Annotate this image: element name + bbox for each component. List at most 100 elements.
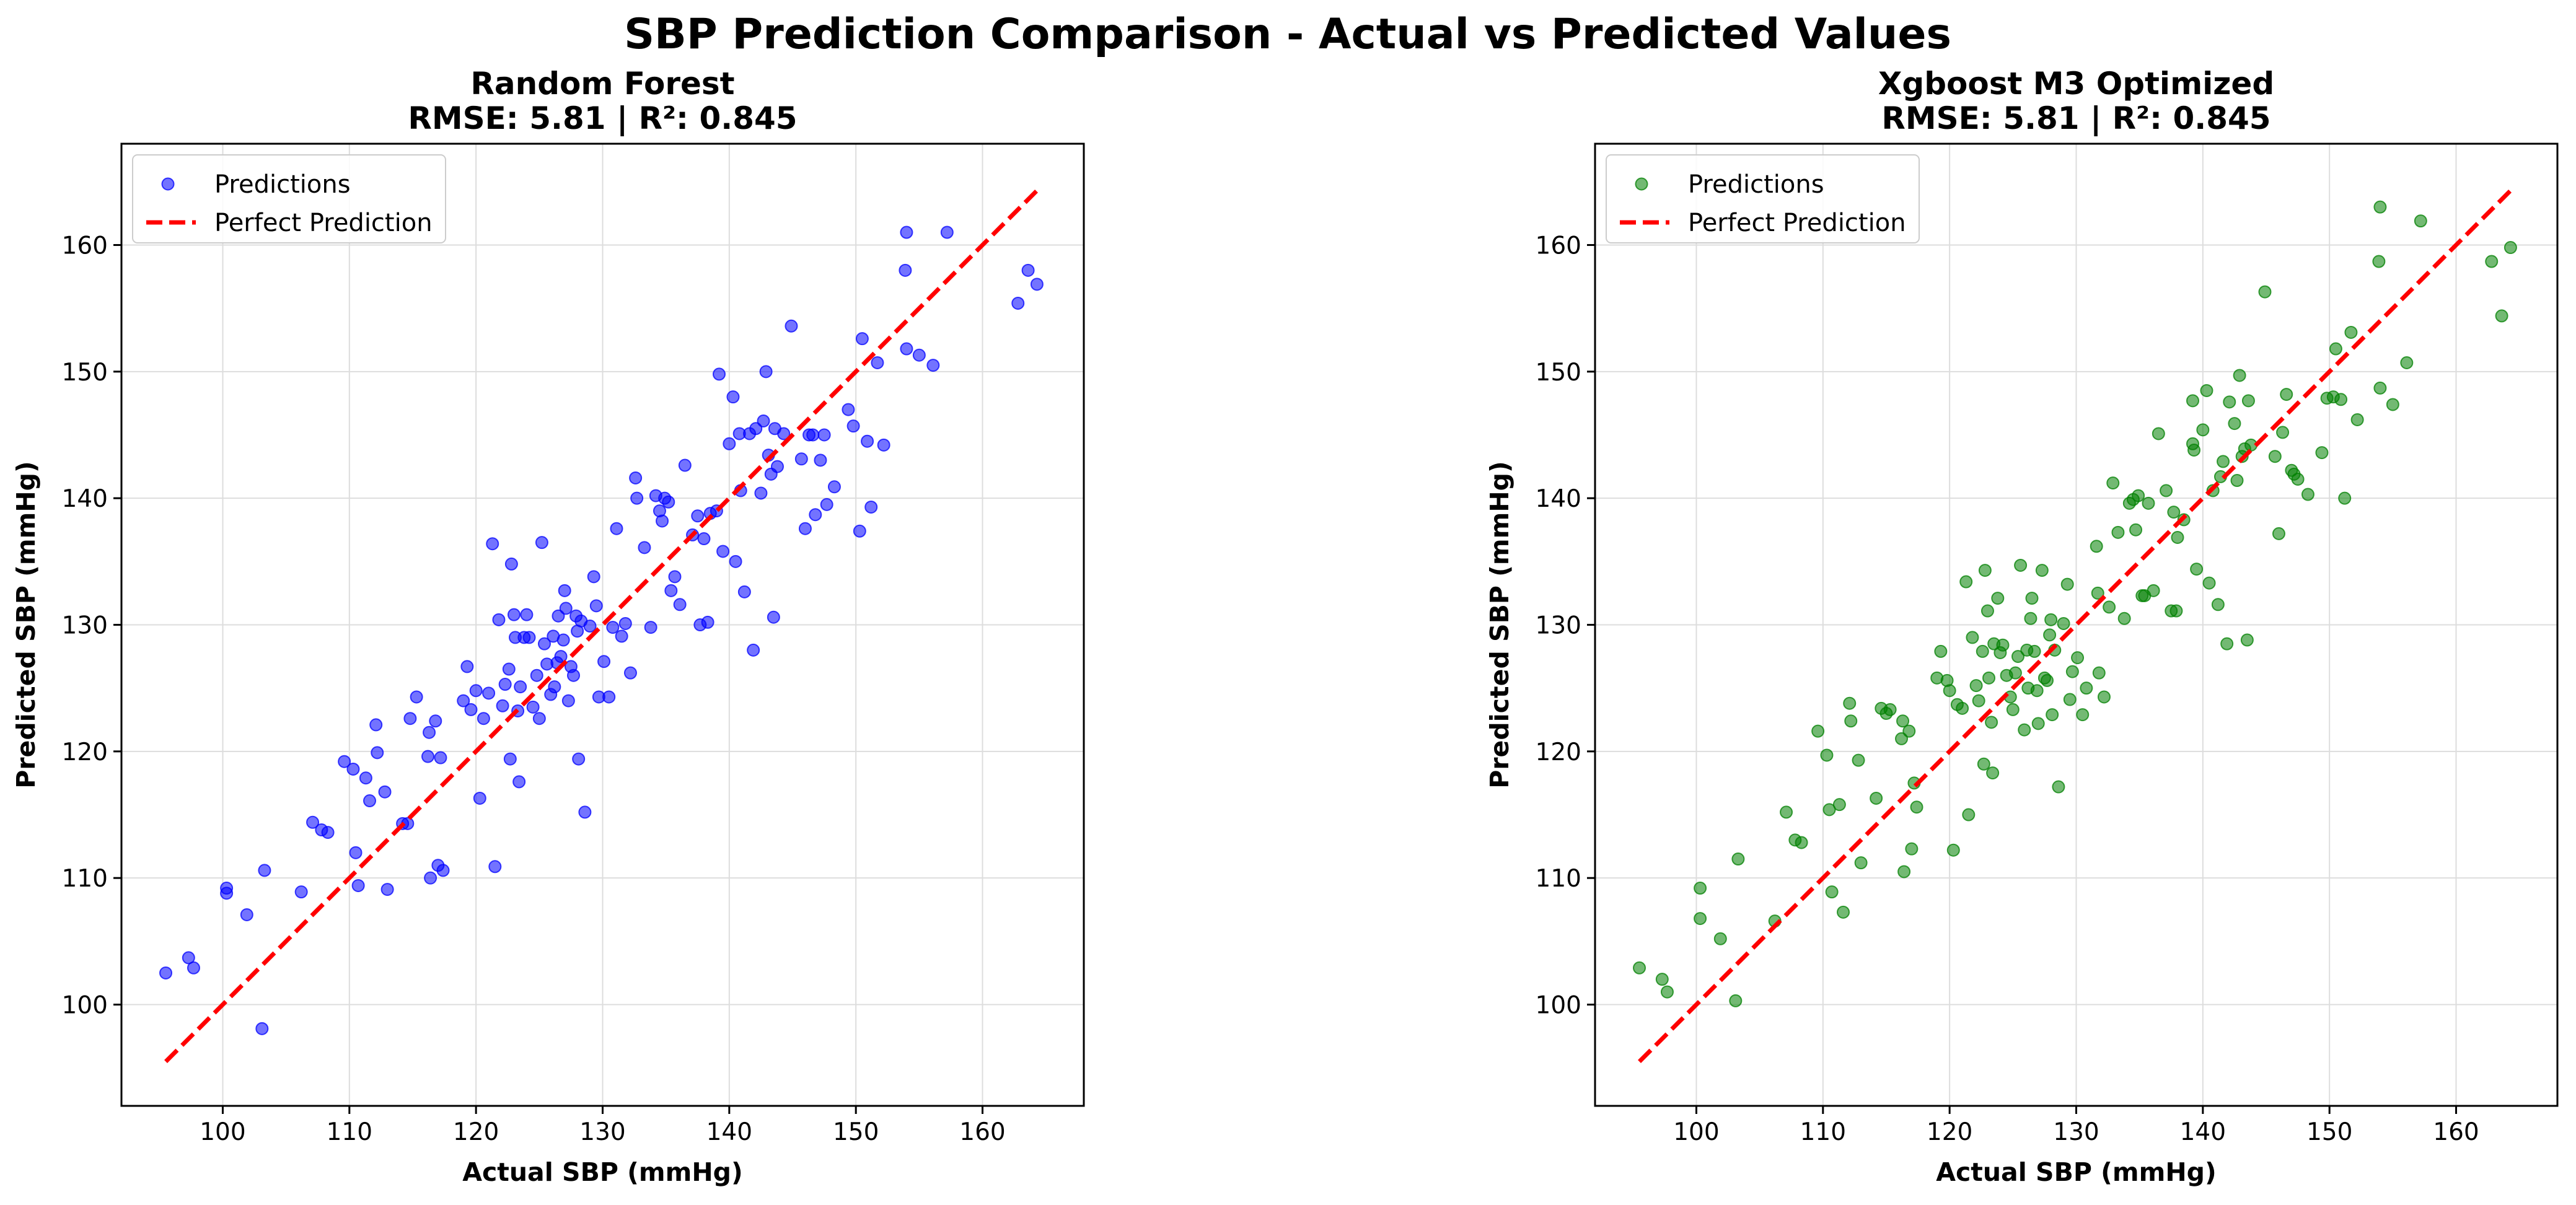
legend-box	[1606, 154, 1920, 243]
y-axis-label: Predicted SBP (mmHg)	[11, 461, 41, 789]
scatter-point	[589, 599, 603, 613]
scatter-point	[623, 666, 637, 680]
scatter-point	[877, 438, 890, 452]
scatter-point	[1731, 852, 1745, 866]
scatter-point	[2196, 423, 2210, 437]
scatter-point	[2291, 473, 2305, 486]
y-axis-label: Predicted SBP (mmHg)	[1485, 461, 1514, 789]
scatter-point	[597, 655, 611, 668]
scatter-point	[1780, 805, 1793, 819]
scatter-point	[1991, 592, 2005, 605]
scatter-point	[1825, 885, 1839, 899]
scatter-point	[697, 532, 711, 546]
x-axis-label: Actual SBP (mmHg)	[1936, 1157, 2217, 1187]
scatter-point	[853, 524, 866, 538]
x-tick-label: 110	[327, 1118, 372, 1146]
scatter-point	[2008, 666, 2022, 680]
scatter-point	[2386, 398, 2399, 411]
scatter-point	[855, 332, 869, 346]
scatter-point	[729, 554, 742, 568]
scatter-point	[1854, 856, 1868, 870]
scatter-point	[1959, 575, 1973, 589]
scatter-point	[2400, 356, 2414, 370]
scatter-point	[473, 791, 486, 805]
scatter-point	[737, 585, 751, 598]
scatter-point	[1694, 882, 1707, 895]
scatter-point	[638, 541, 651, 554]
scatter-point	[457, 694, 470, 708]
x-tick-label: 150	[2306, 1118, 2352, 1146]
scatter-point	[532, 712, 546, 725]
x-tick-label: 100	[1673, 1118, 1719, 1146]
scatter-point	[2090, 540, 2103, 553]
scatter-point	[502, 662, 516, 676]
scatter-point	[567, 668, 581, 682]
scatter-point	[380, 883, 394, 896]
scatter-point	[294, 885, 308, 899]
scatter-point	[1713, 932, 1727, 945]
scatter-point	[871, 356, 884, 370]
scatter-point	[602, 690, 616, 704]
x-tick-label: 130	[2053, 1118, 2099, 1146]
scatter-point	[2315, 446, 2329, 460]
scatter-point	[846, 419, 860, 433]
y-tick-label: 110	[1536, 865, 1581, 893]
y-tick-label: 160	[62, 232, 108, 260]
x-tick-label: 100	[200, 1118, 245, 1146]
scatter-point	[559, 602, 573, 615]
scatter-point	[842, 403, 855, 416]
scatter-point	[2272, 527, 2285, 540]
scatter-point	[794, 452, 808, 466]
scatter-point	[530, 668, 543, 682]
scatter-point	[2031, 717, 2045, 730]
scatter-point	[1976, 644, 1989, 658]
scatter-point	[1977, 757, 1990, 771]
scatter-point	[912, 348, 926, 362]
scatter-point	[558, 584, 571, 597]
scatter-point	[1655, 973, 1669, 986]
scatter-point	[2080, 681, 2093, 695]
scatter-point	[538, 637, 552, 651]
scatter-point	[346, 762, 360, 776]
scatter-point	[1980, 604, 1994, 618]
scatter-point	[1956, 701, 1969, 715]
scatter-point	[1694, 912, 1707, 926]
scatter-point	[1832, 798, 1846, 812]
scatter-point	[2117, 611, 2131, 625]
scatter-point	[1870, 791, 1883, 805]
scatter-point	[817, 428, 831, 442]
chart-metrics-subtitle: RMSE: 5.81 | R²: 0.845	[1881, 100, 2270, 136]
scatter-point	[1811, 724, 1825, 738]
scatter-point	[2060, 577, 2074, 591]
scatter-point	[578, 805, 592, 819]
scatter-point	[496, 699, 509, 712]
legend: Predictions Perfect Prediction	[132, 154, 446, 243]
scatter-point	[861, 434, 874, 448]
scatter-point	[1844, 714, 1858, 728]
scatter-point	[900, 342, 913, 356]
scatter-point	[777, 427, 791, 440]
scatter-point	[514, 680, 527, 694]
scatter-point	[554, 650, 568, 664]
scatter-point	[1972, 694, 1985, 708]
scatter-point	[2171, 531, 2184, 545]
scatter-point	[656, 514, 669, 528]
scatter-point	[662, 495, 675, 509]
scatter-point	[757, 414, 770, 428]
scatter-point	[187, 961, 200, 975]
scatter-point	[701, 615, 714, 629]
scatter-point	[434, 751, 447, 765]
scatter-point	[668, 570, 682, 584]
scatter-point	[512, 775, 526, 789]
scatter-point	[940, 226, 954, 239]
scatter-point	[1633, 961, 1646, 975]
scatter-point	[754, 486, 768, 500]
scatter-point	[2485, 255, 2499, 268]
scatter-point	[2018, 723, 2031, 737]
perfect-prediction-line	[1638, 189, 2512, 1063]
scatter-point	[2373, 381, 2387, 395]
scatter-point	[220, 887, 234, 900]
scatter-point	[2334, 393, 2348, 406]
scatter-point	[464, 703, 478, 716]
